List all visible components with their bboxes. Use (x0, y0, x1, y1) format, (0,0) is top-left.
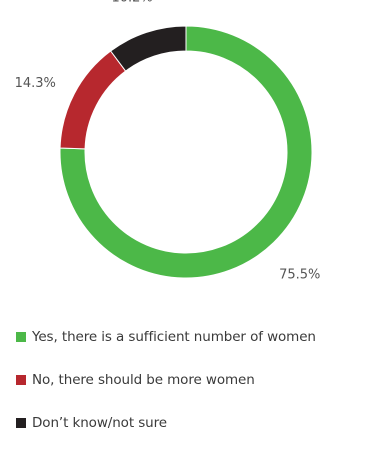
donut-slice-no (59, 50, 127, 150)
legend-item-dont-know: Don’t know/not sure (16, 413, 316, 433)
legend-swatch-dont-know (16, 418, 26, 428)
legend-label-yes: Yes, there is a sufficient number of wom… (32, 329, 316, 345)
legend-item-yes: Yes, there is a sufficient number of wom… (16, 327, 316, 347)
legend-swatch-yes (16, 332, 26, 342)
slice-value-labels: 75.5% 14.3% 10.2% (15, 0, 321, 283)
donut-slice-dont-know (109, 25, 187, 72)
donut-chart: 75.5% 14.3% 10.2% (15, 0, 321, 283)
slice-label-yes: 75.5% (279, 268, 320, 283)
slice-label-dont-know: 10.2% (111, 0, 152, 5)
slice-label-no: 14.3% (15, 76, 56, 91)
donut-slices (59, 25, 313, 279)
chart-legend: Yes, there is a sufficient number of wom… (16, 327, 316, 456)
legend-item-no: No, there should be more women (16, 370, 316, 390)
legend-label-no: No, there should be more women (32, 372, 255, 388)
legend-swatch-no (16, 375, 26, 385)
legend-label-dont-know: Don’t know/not sure (32, 415, 167, 431)
donut-slice-yes (59, 25, 313, 279)
